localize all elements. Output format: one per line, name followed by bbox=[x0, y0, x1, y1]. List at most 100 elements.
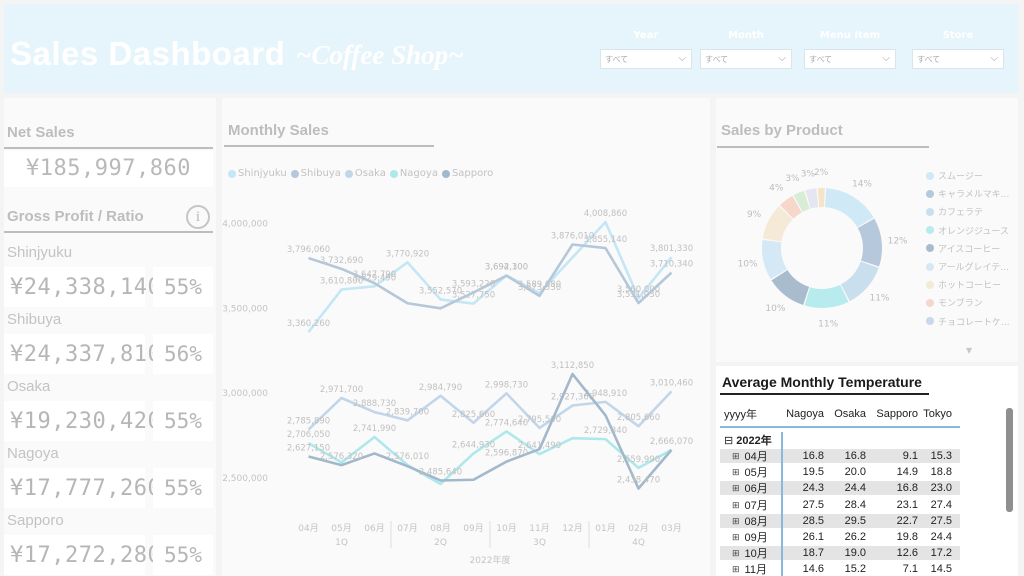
month-label: 11月 bbox=[744, 564, 767, 576]
legend-item-nagoya[interactable]: Nagoya bbox=[389, 168, 438, 179]
legend-label: Shinjyuku bbox=[238, 168, 287, 179]
product-legend-item[interactable]: モンブラン bbox=[926, 296, 983, 309]
temperature-cell: 9.1 bbox=[902, 450, 918, 462]
divider bbox=[224, 145, 434, 147]
donut-slice[interactable] bbox=[771, 270, 810, 305]
donut-slice[interactable] bbox=[824, 188, 874, 228]
data-label: 2,438,470 bbox=[617, 475, 660, 485]
data-label: 2,984,790 bbox=[419, 383, 462, 393]
donut-slice[interactable] bbox=[762, 206, 793, 242]
column-header[interactable]: yyyy年 bbox=[724, 409, 757, 421]
data-label: 2,795,560 bbox=[518, 415, 561, 425]
series-line-shinjyuku[interactable] bbox=[307, 220, 673, 333]
matrix-scrollbar[interactable] bbox=[1006, 408, 1013, 512]
scroll-down-icon[interactable]: ▼ bbox=[966, 346, 973, 355]
monthly-sales-chart[interactable]: 2,500,000 3,000,000 3,500,000 4,000,000 04月 0… bbox=[222, 190, 710, 576]
collapse-icon[interactable]: ⊟ bbox=[724, 435, 734, 447]
donut-slice[interactable] bbox=[804, 284, 849, 308]
product-legend-item[interactable]: スムージー bbox=[926, 169, 983, 182]
data-label: 3,855,140 bbox=[584, 235, 627, 245]
series-line-osaka[interactable] bbox=[307, 390, 673, 431]
filter-menu-item-value: すべて bbox=[809, 55, 833, 64]
expand-icon[interactable]: ⊞ bbox=[732, 499, 740, 510]
donut-slice[interactable] bbox=[793, 190, 810, 212]
filter-year-dropdown[interactable]: すべて ⌵ bbox=[600, 49, 692, 69]
donut-slice[interactable] bbox=[762, 239, 787, 280]
temperature-cell: 16.8 bbox=[844, 450, 866, 462]
temperature-cell: 28.4 bbox=[844, 498, 866, 511]
column-header[interactable]: Tokyo bbox=[923, 408, 952, 420]
donut-slice[interactable] bbox=[817, 188, 825, 208]
product-legend-item[interactable]: アールグレイテ... bbox=[926, 260, 1009, 273]
donut-slice[interactable] bbox=[857, 218, 882, 267]
legend-swatch bbox=[926, 280, 934, 289]
temperature-panel bbox=[716, 366, 1018, 576]
expand-icon[interactable]: ⊞ bbox=[732, 515, 740, 526]
filter-store-dropdown[interactable]: すべて ⌵ bbox=[912, 49, 1004, 69]
temperature-cell: 18.8 bbox=[930, 466, 952, 479]
donut-slice[interactable] bbox=[780, 195, 802, 219]
temperature-cell: 23.0 bbox=[930, 482, 952, 495]
legend-item-osaka[interactable]: Osaka bbox=[344, 168, 386, 179]
expand-icon[interactable]: ⊞ bbox=[732, 467, 740, 478]
product-legend-item[interactable]: オレンジジュース bbox=[926, 224, 1009, 237]
slice-label: 10% bbox=[738, 259, 758, 269]
expand-icon[interactable]: ⊞ bbox=[732, 548, 740, 559]
column-header[interactable]: Osaka bbox=[834, 408, 866, 420]
table-row: ⊞ 11月 14.6 15.2 7.1 14.5 bbox=[720, 562, 960, 576]
legend-label: Osaka bbox=[354, 168, 386, 179]
product-legend-item[interactable]: キャラメルマキ... bbox=[926, 187, 1009, 200]
legend-item-shinjyuku[interactable]: Shinjyuku bbox=[228, 168, 287, 179]
donut-slice[interactable] bbox=[805, 188, 819, 209]
expand-icon[interactable]: ⊞ bbox=[732, 532, 740, 543]
legend-label: モンブラン bbox=[938, 299, 983, 310]
legend-swatch bbox=[926, 207, 934, 216]
filter-year: Year すべて ⌵ bbox=[600, 30, 692, 69]
filter-year-label: Year bbox=[633, 30, 659, 41]
temperature-cell: 15.3 bbox=[930, 450, 952, 462]
data-label: 3,589,680 bbox=[518, 280, 561, 290]
x-tick-label: 07月 bbox=[397, 523, 417, 534]
product-legend-item[interactable]: チョコレートケ... bbox=[926, 315, 1010, 328]
info-icon[interactable]: i bbox=[186, 205, 210, 229]
data-label: 3,694,100 bbox=[485, 262, 528, 272]
filter-menu-item-dropdown[interactable]: すべて ⌵ bbox=[804, 49, 896, 69]
product-donut-chart[interactable]: 14%12%11%11%10%10%9%4%3% 3% 2% bbox=[716, 160, 922, 350]
expand-icon[interactable]: ⊞ bbox=[732, 451, 740, 462]
chevron-down-icon: ⌵ bbox=[990, 53, 998, 64]
data-label: 2,741,990 bbox=[353, 424, 396, 434]
product-legend-item[interactable]: ホットコーヒー bbox=[926, 278, 1001, 291]
series-line-nagoya[interactable] bbox=[307, 430, 673, 486]
column-header[interactable]: Nagoya bbox=[786, 408, 824, 420]
expand-icon[interactable]: ⊞ bbox=[732, 483, 740, 494]
month-label: 08月 bbox=[744, 515, 768, 528]
temperature-cell: 19.0 bbox=[844, 547, 866, 560]
data-label: 2,706,050 bbox=[287, 430, 330, 440]
filter-menu-item: Menu Item すべて ⌵ bbox=[804, 30, 896, 69]
net-sales-value: ¥185,997,860 bbox=[26, 156, 191, 181]
column-header[interactable]: Sapporo bbox=[876, 408, 918, 420]
legend-item-shibuya[interactable]: Shibuya bbox=[290, 168, 341, 179]
legend-item-sapporo[interactable]: Sapporo bbox=[441, 168, 493, 179]
product-legend-item[interactable]: アイスコーヒー bbox=[926, 242, 1000, 255]
data-label: 2,998,730 bbox=[485, 380, 528, 390]
filter-month-dropdown[interactable]: すべて ⌵ bbox=[700, 49, 792, 69]
product-legend-item[interactable]: カフェラテ bbox=[926, 205, 983, 218]
legend-swatch bbox=[926, 171, 934, 180]
month-label: 04月 bbox=[744, 451, 768, 463]
legend-label: Nagoya bbox=[399, 168, 438, 179]
series-line-shibuya[interactable] bbox=[308, 243, 673, 310]
data-label: 3,710,340 bbox=[650, 260, 693, 270]
month-cell: ⊞ 10月 bbox=[720, 545, 780, 561]
expand-icon[interactable]: ⊞ bbox=[732, 564, 740, 575]
series-line-sapporo[interactable] bbox=[308, 372, 673, 490]
data-label: 3,801,330 bbox=[650, 244, 693, 254]
legend-label: ホットコーヒー bbox=[938, 281, 1002, 292]
legend-label: アイスコーヒー bbox=[938, 244, 1001, 255]
data-label: 2,559,990 bbox=[617, 455, 660, 465]
matrix-column-separator bbox=[781, 432, 783, 576]
data-label: 2,596,870 bbox=[485, 449, 528, 459]
donut-slice[interactable] bbox=[840, 261, 879, 302]
legend-label: アールグレイテ... bbox=[938, 263, 1009, 273]
store-ratio-shibuya: 56% bbox=[153, 334, 213, 374]
